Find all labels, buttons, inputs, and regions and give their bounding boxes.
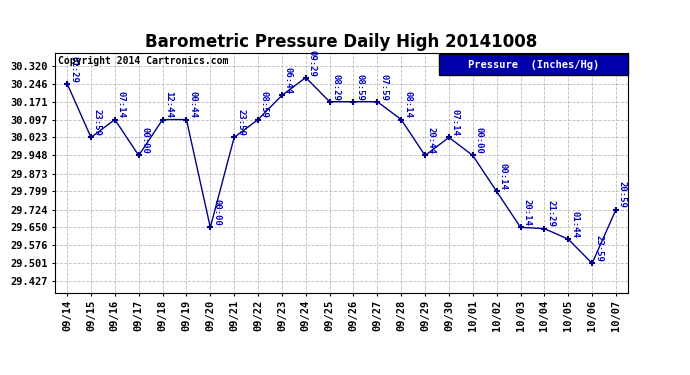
Text: Copyright 2014 Cartronics.com: Copyright 2014 Cartronics.com: [58, 56, 228, 66]
Text: 08:59: 08:59: [260, 92, 269, 118]
Text: 23:59: 23:59: [236, 110, 245, 136]
Text: 07:14: 07:14: [117, 92, 126, 118]
Text: 08:14: 08:14: [403, 92, 412, 118]
Text: 00:14: 00:14: [499, 164, 508, 190]
Text: 08:59: 08:59: [355, 74, 364, 100]
Text: 07:59: 07:59: [380, 74, 388, 100]
Text: 09:29: 09:29: [308, 50, 317, 76]
Text: 01:29: 01:29: [69, 56, 78, 82]
Text: 21:29: 21:29: [546, 201, 555, 227]
Text: 20:14: 20:14: [522, 199, 531, 226]
Text: 00:00: 00:00: [141, 128, 150, 154]
FancyBboxPatch shape: [439, 54, 628, 75]
Text: 20:59: 20:59: [618, 182, 627, 209]
Text: 00:00: 00:00: [475, 128, 484, 154]
Text: 08:29: 08:29: [331, 74, 341, 100]
Text: 20:44: 20:44: [427, 128, 436, 154]
Text: 00:44: 00:44: [188, 92, 197, 118]
Text: 01:44: 01:44: [570, 211, 579, 238]
Text: 07:14: 07:14: [451, 110, 460, 136]
Text: 06:44: 06:44: [284, 68, 293, 94]
Text: 12:44: 12:44: [164, 92, 173, 118]
Text: 23:59: 23:59: [594, 235, 603, 262]
Text: Pressure  (Inches/Hg): Pressure (Inches/Hg): [468, 60, 599, 69]
Title: Barometric Pressure Daily High 20141008: Barometric Pressure Daily High 20141008: [146, 33, 538, 51]
Text: 00:00: 00:00: [213, 199, 221, 226]
Text: 23:59: 23:59: [93, 110, 102, 136]
